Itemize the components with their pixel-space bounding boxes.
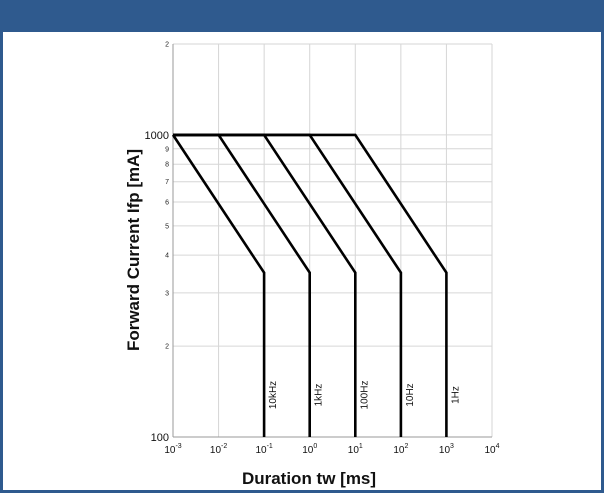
x-tick-label: 101: [348, 443, 363, 456]
header-band: [0, 0, 604, 32]
x-tick-label: 102: [393, 443, 408, 456]
x-tick-label: 103: [439, 443, 454, 456]
y-axis-title: Forward Current Ifp [mA]: [124, 149, 143, 351]
y-tick-label-minor: 3: [165, 290, 169, 297]
x-tick-label: 10-1: [255, 443, 272, 456]
x-tick-label: 10-2: [210, 443, 227, 456]
series-label: 10Hz: [405, 383, 416, 406]
x-axis-ticks: 10-3 10-2 10-1 100 101 102 103 104: [164, 443, 499, 456]
series-line: [171, 134, 266, 437]
series-label: 1Hz: [450, 386, 461, 404]
series-label: 10kHz: [268, 381, 279, 409]
y-tick-label-minor: 4: [165, 253, 169, 260]
y-tick-label-minor: 2: [165, 42, 169, 49]
x-axis-title: Duration tw [ms]: [242, 469, 376, 488]
series-label: 100Hz: [359, 381, 370, 410]
series-lines: [171, 133, 448, 437]
series-line: [173, 133, 312, 437]
x-tick-label: 10-3: [164, 443, 181, 456]
y-tick-label-minor: 9: [165, 146, 169, 153]
plot-area-frame: [172, 44, 492, 438]
y-tick-label: 100: [151, 432, 169, 444]
series-labels: 10kHz 1kHz 100Hz 10Hz 1Hz: [268, 381, 461, 410]
x-tick-label: 100: [302, 443, 317, 456]
x-tick-label: 104: [484, 443, 499, 456]
y-axis-ticks: 100 1000 2 3 4 5 6 7 8 9 2: [145, 42, 170, 445]
series-label: 1kHz: [314, 384, 325, 407]
y-tick-label-minor: 5: [165, 223, 169, 230]
y-tick-label-minor: 8: [165, 162, 169, 169]
y-tick-label: 1000: [145, 130, 169, 142]
series-line: [173, 133, 448, 437]
y-tick-label-minor: 6: [165, 199, 169, 206]
y-tick-label-minor: 7: [165, 179, 169, 186]
y-tick-label-minor: 2: [165, 344, 169, 351]
